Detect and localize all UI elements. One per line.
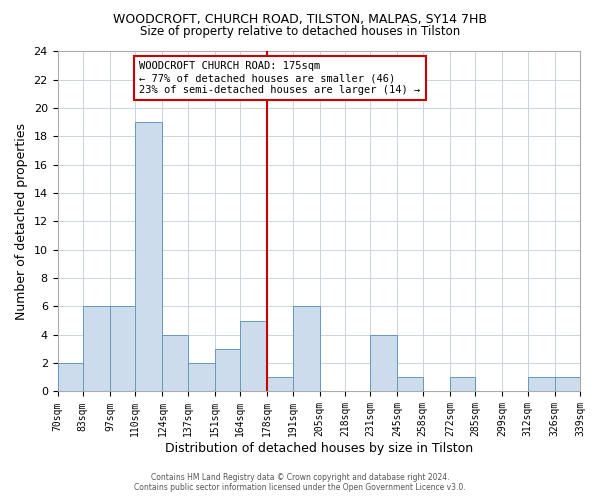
Bar: [293, 306, 320, 392]
Bar: [110, 306, 135, 392]
Bar: [215, 349, 240, 392]
Bar: [58, 363, 83, 392]
Text: WOODCROFT, CHURCH ROAD, TILSTON, MALPAS, SY14 7HB: WOODCROFT, CHURCH ROAD, TILSTON, MALPAS,…: [113, 12, 487, 26]
Bar: [240, 320, 267, 392]
Bar: [397, 378, 422, 392]
Text: Size of property relative to detached houses in Tilston: Size of property relative to detached ho…: [140, 25, 460, 38]
Bar: [267, 378, 293, 392]
X-axis label: Distribution of detached houses by size in Tilston: Distribution of detached houses by size …: [165, 442, 473, 455]
Bar: [163, 335, 188, 392]
Bar: [370, 335, 397, 392]
Bar: [188, 363, 215, 392]
Y-axis label: Number of detached properties: Number of detached properties: [15, 123, 28, 320]
Bar: [555, 378, 580, 392]
Text: WOODCROFT CHURCH ROAD: 175sqm
← 77% of detached houses are smaller (46)
23% of s: WOODCROFT CHURCH ROAD: 175sqm ← 77% of d…: [139, 62, 421, 94]
Text: Contains HM Land Registry data © Crown copyright and database right 2024.
Contai: Contains HM Land Registry data © Crown c…: [134, 473, 466, 492]
Bar: [135, 122, 163, 392]
Bar: [83, 306, 110, 392]
Bar: [450, 378, 475, 392]
Bar: [527, 378, 555, 392]
